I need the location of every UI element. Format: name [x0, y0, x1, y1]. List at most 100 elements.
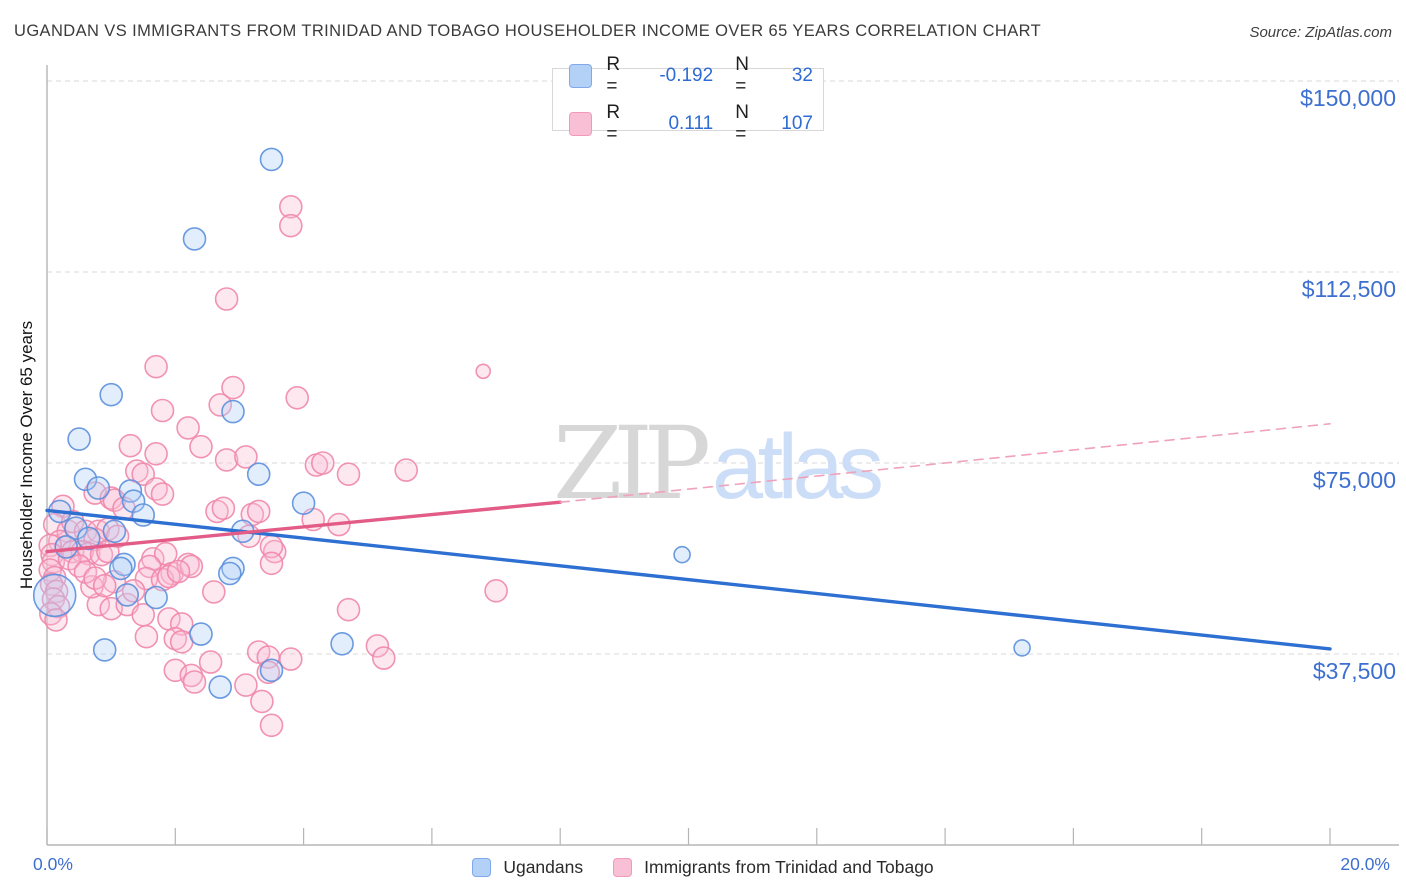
r-label: R =: [606, 53, 621, 97]
data-point-trinidad: [394, 458, 419, 482]
data-point-trinidad: [150, 398, 175, 423]
trinidad-swatch-icon: [569, 111, 593, 136]
trend-line-trinidad-extrapolated: [559, 422, 1331, 504]
y-tick-label: $37,500: [1313, 658, 1396, 684]
ugandans-swatch-icon: [472, 857, 492, 877]
data-point-trinidad: [259, 551, 284, 576]
data-point-trinidad: [365, 634, 390, 658]
data-point-ugandans: [67, 427, 91, 451]
r-label: R =: [606, 101, 621, 145]
data-point-ugandans: [121, 489, 146, 514]
n-label: N =: [735, 53, 749, 97]
data-point-trinidad: [163, 626, 188, 651]
data-point-ugandans: [112, 552, 136, 577]
data-point-trinidad: [144, 441, 168, 466]
data-point-trinidad: [278, 213, 303, 238]
data-point-trinidad: [214, 448, 239, 472]
watermark-atlas: atlas: [712, 416, 884, 518]
data-point-ugandans: [144, 585, 168, 610]
legend-row-ugandans: R = -0.192 N = 32: [569, 54, 813, 98]
data-point-trinidad: [176, 416, 200, 440]
n-label: N =: [735, 101, 749, 145]
trend-line-ugandans: [45, 508, 1332, 651]
data-point-trinidad: [144, 354, 168, 379]
r-value: 0.111: [668, 112, 714, 134]
data-point-trinidad: [182, 670, 207, 694]
data-point-ugandans: [246, 462, 271, 487]
y-axis-title: Householder Income Over 65 years: [17, 320, 36, 590]
trend-line-trinidad: [45, 500, 562, 554]
data-point-trinidad: [179, 554, 204, 579]
legend-item-trinidad: Immigrants from Trinidad and Tobago: [613, 857, 934, 878]
x-axis-legend-row: 0.0% Ugandans Immigrants from Trinidad a…: [0, 850, 1406, 884]
data-point-trinidad: [169, 612, 194, 636]
data-point-trinidad: [150, 482, 175, 506]
data-point-ugandans: [208, 675, 232, 699]
data-point-ugandans: [221, 399, 245, 424]
data-point-trinidad: [246, 499, 271, 524]
x-axis-max-label: 20.0%: [1340, 854, 1390, 874]
y-tick-label: $112,500: [1302, 276, 1396, 302]
data-point-ugandans: [673, 545, 691, 564]
series-legend: Ugandans Immigrants from Trinidad and To…: [0, 850, 1406, 884]
data-point-trinidad: [44, 608, 68, 632]
y-tick-label: $150,000: [1300, 85, 1396, 111]
data-point-ugandans: [115, 583, 139, 607]
data-point-ugandans: [32, 573, 77, 618]
data-point-trinidad: [86, 592, 111, 617]
data-point-trinidad: [285, 385, 310, 410]
data-point-trinidad: [221, 375, 245, 400]
correlation-legend: R = -0.192 N = 32 R = 0.111 N = 107: [552, 54, 824, 145]
legend-item-ugandans: Ugandans: [472, 857, 583, 878]
data-point-ugandans: [218, 561, 242, 586]
page-title: UGANDAN VS IMMIGRANTS FROM TRINIDAD AND …: [14, 22, 1042, 40]
trinidad-swatch-icon: [613, 857, 633, 877]
data-point-trinidad: [198, 650, 223, 674]
data-point-ugandans: [259, 147, 284, 172]
r-value: -0.192: [659, 64, 714, 86]
watermark-zip: ZIP: [553, 405, 711, 522]
data-point-trinidad: [336, 462, 361, 487]
data-point-trinidad: [134, 624, 159, 649]
data-point-trinidad: [259, 713, 284, 738]
data-point-ugandans: [291, 491, 316, 516]
data-point-ugandans: [76, 526, 101, 551]
data-point-trinidad: [189, 434, 213, 459]
data-point-trinidad: [234, 445, 258, 469]
ugandans-swatch-icon: [569, 63, 593, 88]
legend-item-label: Ugandans: [503, 856, 584, 877]
n-value: 32: [791, 64, 813, 86]
data-point-trinidad: [202, 580, 226, 604]
data-point-trinidad: [484, 578, 508, 603]
data-point-trinidad: [475, 363, 492, 380]
data-point-ugandans: [259, 658, 284, 683]
data-point-trinidad: [121, 578, 146, 603]
data-point-trinidad: [211, 496, 236, 521]
data-point-ugandans: [330, 631, 354, 656]
y-tick-label: $75,000: [1313, 467, 1396, 493]
data-point-ugandans: [92, 638, 117, 662]
data-point-trinidad: [371, 646, 396, 670]
data-point-ugandans: [182, 227, 207, 251]
data-point-trinidad: [118, 433, 143, 458]
source-attribution: Source: ZipAtlas.com: [1249, 24, 1392, 41]
data-point-trinidad: [234, 673, 258, 697]
data-point-ugandans: [102, 519, 127, 544]
n-value: 107: [781, 112, 813, 134]
data-point-trinidad: [89, 542, 114, 567]
data-point-trinidad: [250, 689, 274, 714]
data-point-trinidad: [214, 287, 239, 311]
data-point-ugandans: [54, 535, 78, 559]
data-point-ugandans: [86, 476, 111, 500]
data-point-trinidad: [336, 597, 361, 622]
data-point-ugandans: [189, 622, 213, 646]
data-point-ugandans: [99, 382, 123, 407]
data-point-trinidad: [278, 647, 303, 671]
data-point-trinidad: [166, 559, 191, 584]
data-point-trinidad: [83, 566, 107, 590]
x-axis-min-label: 0.0%: [33, 854, 73, 874]
data-point-trinidad: [92, 573, 117, 598]
data-point-trinidad: [205, 499, 229, 524]
data-point-ugandans: [1013, 639, 1031, 657]
